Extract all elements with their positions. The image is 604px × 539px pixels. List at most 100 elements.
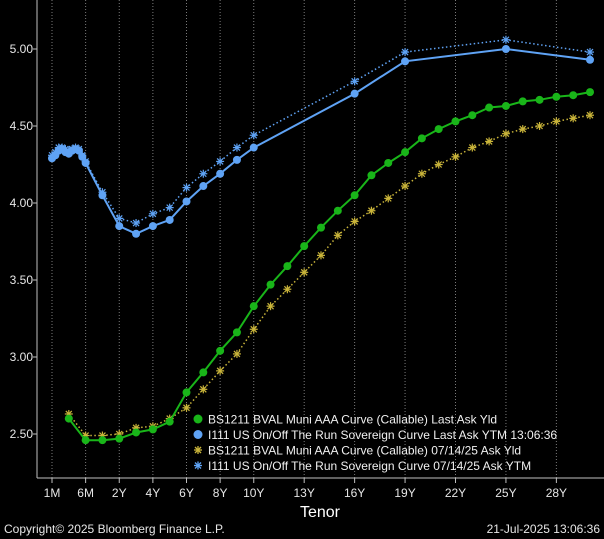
data-point — [401, 148, 410, 157]
asterisk-stroke — [586, 111, 594, 119]
asterisk-stroke — [216, 367, 224, 375]
x-tick-label: 10Y — [243, 486, 264, 500]
asterisk-stroke — [250, 325, 258, 333]
data-point — [249, 143, 258, 152]
x-tick-label: 2Y — [112, 486, 127, 500]
data-point — [434, 125, 443, 134]
asterisk-stroke — [401, 182, 409, 190]
data-point — [501, 101, 510, 110]
data-point-asterisk — [401, 48, 410, 57]
asterisk-stroke — [149, 210, 157, 218]
asterisk-stroke — [233, 144, 241, 151]
asterisk-stroke — [569, 114, 577, 122]
data-point — [367, 171, 376, 180]
legend-marker — [194, 446, 202, 454]
data-point-asterisk — [216, 366, 225, 375]
data-point — [586, 55, 594, 64]
legend-marker — [193, 414, 203, 424]
data-point-asterisk — [401, 182, 410, 191]
data-point-asterisk — [367, 206, 376, 215]
data-point-asterisk — [350, 217, 359, 226]
data-point — [266, 280, 275, 289]
data-point — [333, 206, 342, 215]
data-point-asterisk — [586, 111, 594, 120]
asterisk-stroke — [194, 446, 202, 454]
asterisk-stroke — [132, 219, 140, 227]
x-tick-label: 4Y — [146, 486, 161, 500]
data-point-asterisk — [249, 325, 258, 334]
data-point-asterisk — [182, 403, 191, 412]
chart-grid — [51, 0, 557, 478]
data-point — [216, 169, 225, 178]
data-point — [81, 436, 90, 445]
legend-label: I111 US On/Off The Run Sovereign Curve L… — [208, 428, 557, 442]
data-point — [115, 222, 124, 231]
data-point-asterisk — [518, 125, 527, 134]
asterisk-stroke — [368, 207, 375, 215]
x-tick-label: 22Y — [445, 486, 466, 500]
data-point — [552, 92, 561, 101]
data-point — [501, 45, 510, 53]
series-line-0 — [68, 91, 591, 442]
legend-label: BS1211 BVAL Muni AAA Curve (Callable) 07… — [208, 444, 521, 458]
data-point — [74, 146, 83, 155]
data-point — [81, 158, 90, 167]
asterisk-stroke — [384, 194, 392, 202]
data-point — [182, 197, 191, 206]
x-tick-label: 6Y — [179, 486, 194, 500]
asterisk-stroke — [199, 170, 207, 178]
data-point-asterisk — [283, 285, 292, 294]
data-point — [384, 158, 393, 167]
y-tick-label: 3.00 — [10, 350, 34, 364]
data-point — [78, 152, 87, 161]
asterisk-stroke — [468, 144, 476, 151]
data-point-asterisk — [216, 157, 225, 166]
x-axis-title: Tenor — [300, 504, 341, 519]
legend-marker — [194, 461, 202, 470]
asterisk-stroke — [536, 122, 543, 130]
data-point-asterisk — [552, 117, 561, 126]
data-point — [283, 262, 292, 271]
data-point-asterisk — [586, 48, 594, 57]
y-tick-label: 5.00 — [10, 42, 34, 56]
data-point-asterisk — [434, 160, 443, 169]
data-point-asterisk — [132, 219, 141, 228]
data-point — [199, 182, 208, 191]
data-point-asterisk — [333, 231, 342, 240]
data-point — [317, 223, 325, 232]
asterisk-stroke — [401, 48, 409, 56]
series-line-3 — [51, 39, 591, 224]
data-point — [199, 368, 208, 377]
data-point-asterisk — [300, 268, 309, 277]
data-point — [115, 434, 124, 443]
copyright-text: Copyright© 2025 Bloomberg Finance L.P. — [4, 522, 225, 536]
data-point — [232, 155, 241, 164]
asterisk-stroke — [519, 125, 527, 133]
data-point-asterisk — [148, 209, 157, 218]
data-point-asterisk — [485, 137, 494, 146]
asterisk-stroke — [300, 268, 308, 276]
data-point — [216, 346, 225, 355]
chart: 2.50 3.00 3.50 4.00 4.50 5.00 1M 6M 2Y 4Y 6Y 8Y 10Y… — [10, 0, 604, 519]
x-tick-label: 19Y — [394, 486, 415, 500]
series-line-2 — [68, 114, 591, 437]
data-point-asterisk — [350, 77, 359, 86]
x-tick-label: 13Y — [294, 486, 315, 500]
data-point-asterisk — [451, 152, 460, 161]
asterisk-stroke — [216, 157, 224, 165]
asterisk-stroke — [183, 404, 190, 412]
x-tick-label: 25Y — [495, 486, 516, 500]
asterisk-stroke — [233, 350, 241, 358]
legend: BS1211 BVAL Muni AAA Curve (Callable) La… — [193, 413, 557, 473]
y-tick-label: 3.50 — [10, 273, 34, 287]
asterisk-stroke — [317, 251, 325, 259]
data-point-asterisk — [501, 35, 510, 44]
x-tick-label: 6M — [77, 486, 94, 500]
asterisk-stroke — [351, 218, 359, 225]
asterisk-stroke — [418, 170, 426, 178]
x-tick-label: 28Y — [546, 486, 567, 500]
data-point-asterisk — [317, 251, 325, 260]
data-point — [165, 215, 174, 224]
data-point-asterisk — [165, 203, 174, 212]
data-point — [98, 436, 107, 445]
